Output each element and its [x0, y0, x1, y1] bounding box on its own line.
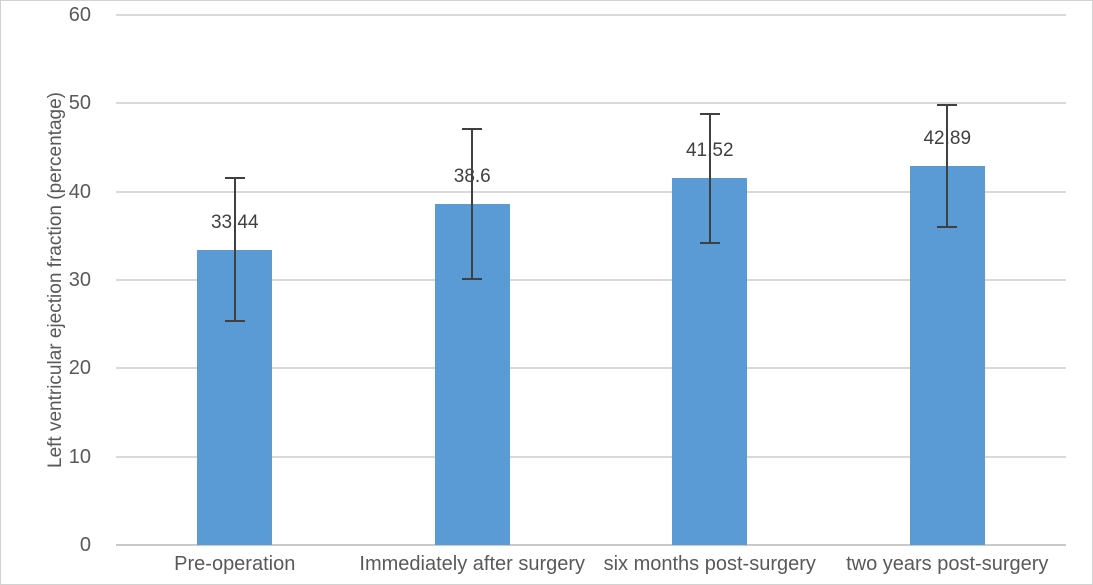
- gridline: [116, 367, 1066, 370]
- category-slot: 33.44: [116, 15, 354, 545]
- gridline: [116, 102, 1066, 105]
- category-label: two years post-surgery: [846, 553, 1049, 575]
- error-bar-cap-top: [699, 112, 720, 115]
- error-bar-cap-bottom: [699, 241, 720, 244]
- y-tick-label: 30: [68, 269, 91, 291]
- y-tick-label: 0: [79, 534, 91, 556]
- x-axis-line: [116, 544, 1066, 546]
- plot-area: 33.4438.641.5242.89: [116, 14, 1067, 546]
- bar: [909, 166, 985, 545]
- error-bar-cap-bottom: [224, 320, 245, 323]
- error-bar-cap-top: [937, 104, 958, 107]
- category-slot: 42.89: [829, 15, 1067, 545]
- y-tick-label: 60: [68, 4, 91, 26]
- gridline: [116, 14, 1066, 16]
- error-bar-cap-bottom: [462, 278, 483, 281]
- gridline: [116, 279, 1066, 281]
- error-bar-cap-bottom: [937, 226, 958, 229]
- error-bar-line: [233, 178, 236, 322]
- gridline: [116, 190, 1066, 193]
- error-bar-cap-top: [224, 177, 245, 180]
- error-bar-line: [708, 113, 711, 243]
- category-slot: 41.52: [591, 15, 829, 545]
- y-tick-label: 10: [68, 445, 91, 468]
- category-slot: 38.6: [354, 15, 592, 545]
- error-bar-cap-top: [462, 127, 483, 130]
- gridline: [116, 455, 1066, 458]
- category-label: Immediately after surgery: [359, 553, 586, 575]
- error-bar-line: [471, 128, 474, 280]
- y-tick-label: 50: [68, 92, 91, 115]
- y-tick-label: 20: [68, 357, 91, 380]
- error-bar-line: [946, 105, 949, 228]
- category-label: six months post-surgery: [603, 553, 816, 575]
- category-label: Pre-operation: [174, 553, 296, 575]
- y-tick-label: 40: [68, 180, 91, 203]
